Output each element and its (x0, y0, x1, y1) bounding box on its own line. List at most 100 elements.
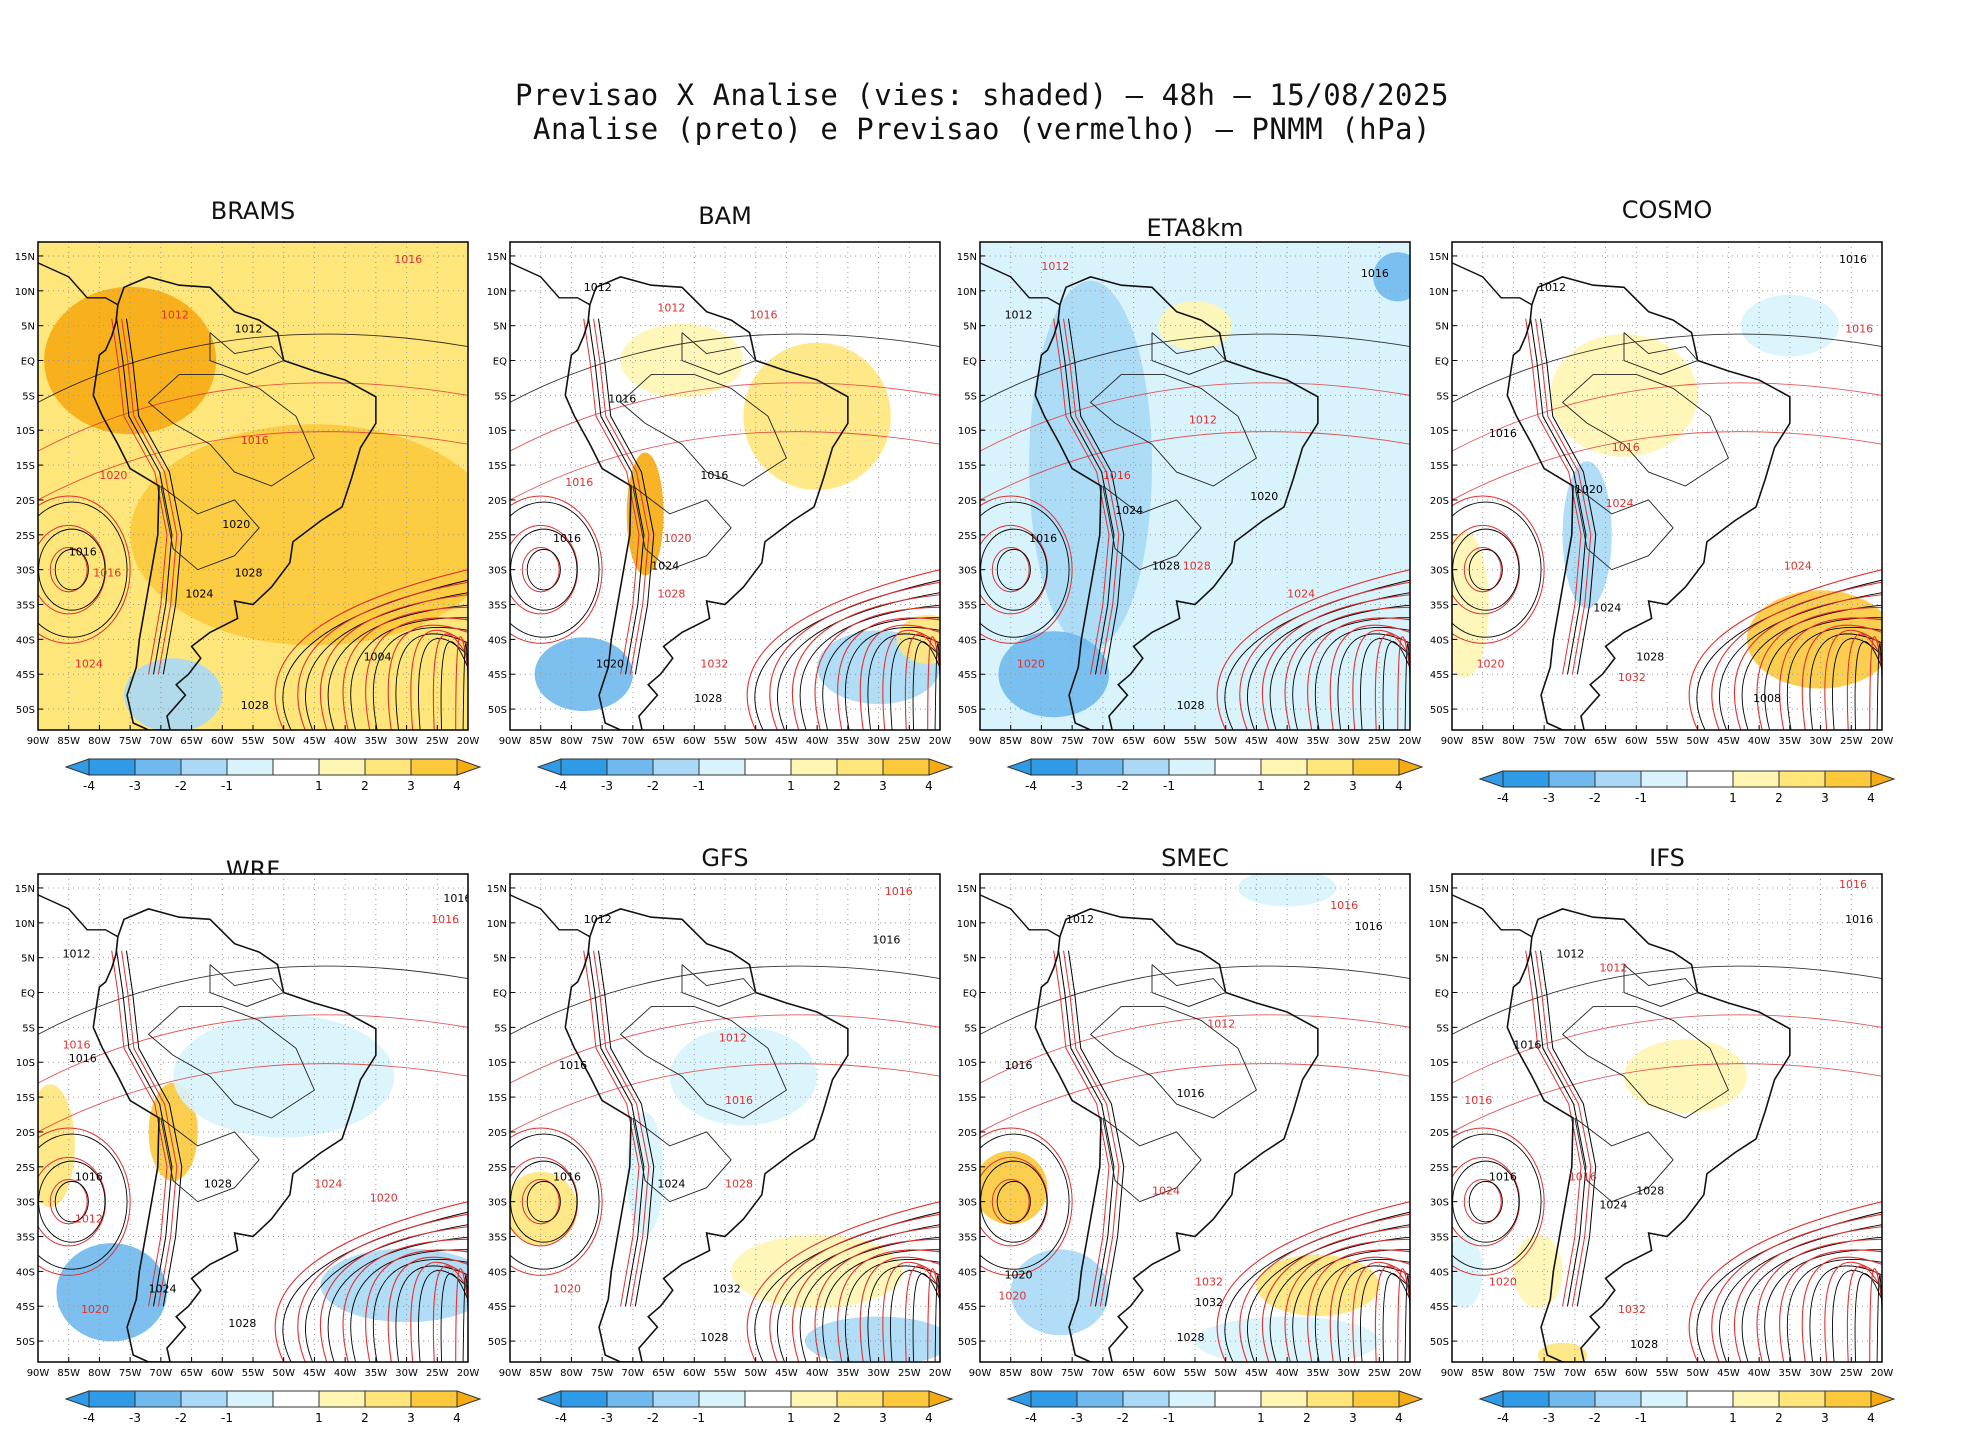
y-tick-label: 5S (964, 1023, 977, 1034)
analysis-contour-label: 1016 (1839, 253, 1867, 266)
forecast-contour-label: 1028 (725, 1178, 753, 1191)
x-tick-label: 70W (1092, 736, 1115, 747)
coastline-south-america (1034, 908, 1319, 1362)
forecast-isobar (1452, 524, 1521, 615)
forecast-contour-label: 1012 (1041, 260, 1069, 273)
country-border (1089, 1006, 1257, 1119)
colorbar-arrow-left (536, 1390, 562, 1408)
x-tick-label: 30W (395, 1368, 418, 1379)
analysis-isobar (372, 626, 468, 730)
x-tick-label: 85W (1471, 1368, 1494, 1379)
colorbar-segment (1548, 770, 1596, 788)
x-tick-label: 60W (1625, 1368, 1648, 1379)
forecast-isobar (1463, 547, 1502, 593)
colorbar-segment (1122, 1390, 1170, 1408)
country-border (1574, 485, 1674, 571)
forecast-isobar (1374, 633, 1410, 730)
x-tick-label: 80W (1030, 1368, 1053, 1379)
colorbar-segment (1214, 1390, 1262, 1408)
bias-region-1 (1624, 1039, 1747, 1114)
colorbar-label: -2 (175, 779, 187, 793)
forecast-isobar (1352, 629, 1410, 730)
forecast-isobar (387, 624, 468, 730)
analysis-isobar (1058, 318, 1115, 675)
forecast-isobar (510, 1156, 579, 1247)
forecast-isobar (1881, 678, 1882, 683)
forecast-isobar (1307, 617, 1410, 730)
colorbar-label: 2 (361, 1411, 369, 1425)
map-panel-wrf: 1016101210161016102810241028101610161012… (15, 873, 479, 1379)
x-tick-label: 40W (334, 736, 357, 747)
analysis-isobar (1881, 1323, 1882, 1326)
forecast-contour-label: 1016 (394, 253, 422, 266)
x-tick-label: 80W (560, 1368, 583, 1379)
x-tick-label: 80W (88, 736, 111, 747)
forecast-isobar (1239, 581, 1410, 730)
y-tick-label: EQ (493, 989, 507, 1000)
forecast-isobar (342, 1238, 468, 1362)
x-tick-label: 50W (272, 736, 295, 747)
y-tick-label: 5N (963, 954, 977, 965)
colorbar-label: -1 (1635, 791, 1647, 805)
forecast-contour-label: 1016 (1330, 899, 1358, 912)
analysis-isobar (1881, 691, 1882, 694)
x-tick-label: 35W (837, 736, 860, 747)
colorbar-label: 4 (925, 779, 933, 793)
forecast-contour-label: 1012 (657, 302, 685, 315)
bias-region-3 (320, 1248, 468, 1323)
x-tick-label: 35W (365, 1368, 388, 1379)
y-tick-label: EQ (1435, 989, 1449, 1000)
forecast-isobar (1284, 606, 1410, 730)
x-tick-label: 40W (1748, 736, 1771, 747)
analysis-contour-label: 1028 (1636, 1185, 1664, 1198)
bias-region-1 (130, 424, 468, 646)
y-tick-label: 10S (16, 1058, 35, 1069)
x-tick-label: 85W (529, 1368, 552, 1379)
colorbar-label: -4 (1497, 1411, 1509, 1425)
analysis-contour-label: 1004 (364, 650, 392, 663)
forecast-contour-label: 1020 (99, 469, 127, 482)
colorbar-segment (226, 1390, 274, 1408)
coastline-central-america (38, 262, 119, 306)
colorbar-segment (698, 1390, 746, 1408)
forecast-isobar (746, 1201, 940, 1362)
analysis-contour-label: 1028 (1636, 650, 1664, 663)
analysis-isobar (1786, 626, 1882, 730)
analysis-isobar (844, 626, 940, 730)
analysis-contour-label: 1016 (1029, 532, 1057, 545)
forecast-isobar (1824, 629, 1882, 730)
analysis-isobar (1452, 501, 1542, 638)
y-tick-label: 30S (958, 1198, 977, 1209)
country-border (160, 485, 260, 571)
analysis-isobar (38, 965, 468, 1035)
colorbar-segment (1306, 758, 1354, 776)
country-border (1089, 374, 1257, 487)
analysis-isobar (1269, 1236, 1410, 1362)
y-tick-label: 15N (957, 884, 977, 895)
country-border (632, 1117, 732, 1203)
forecast-isobar (1216, 569, 1410, 730)
colorbar-segment (606, 758, 654, 776)
analysis-contour-label: 1028 (1177, 1331, 1205, 1344)
analysis-isobar (1764, 1249, 1882, 1362)
forecast-isobar (510, 1127, 603, 1276)
x-tick-label: 65W (1594, 1368, 1617, 1379)
analysis-isobar (867, 633, 940, 730)
forecast-isobar (1525, 318, 1582, 675)
country-border (1102, 1117, 1202, 1203)
figure-title-line2: Analise (preto) e Previsao (vermelho) — … (533, 112, 1431, 146)
analysis-contour-label: 1016 (1005, 1059, 1033, 1072)
forecast-contour-label: 1024 (1152, 1185, 1180, 1198)
analysis-isobar (799, 604, 940, 730)
analysis-contour-label: 1024 (1115, 504, 1143, 517)
x-tick-label: 25W (1840, 736, 1863, 747)
country-border (619, 1006, 787, 1119)
analysis-isobar (1809, 633, 1882, 730)
colorbar-segment (272, 1390, 320, 1408)
colorbar-ifs: -4 -3 -2 -1 1 2 3 4 (1478, 1390, 1896, 1425)
forecast-contour-label: 1012 (161, 309, 189, 322)
analysis-contour-label: 1016 (553, 1171, 581, 1184)
x-tick-label: 70W (150, 1368, 173, 1379)
x-tick-label: 65W (180, 1368, 203, 1379)
colorbar-segment (790, 1390, 838, 1408)
